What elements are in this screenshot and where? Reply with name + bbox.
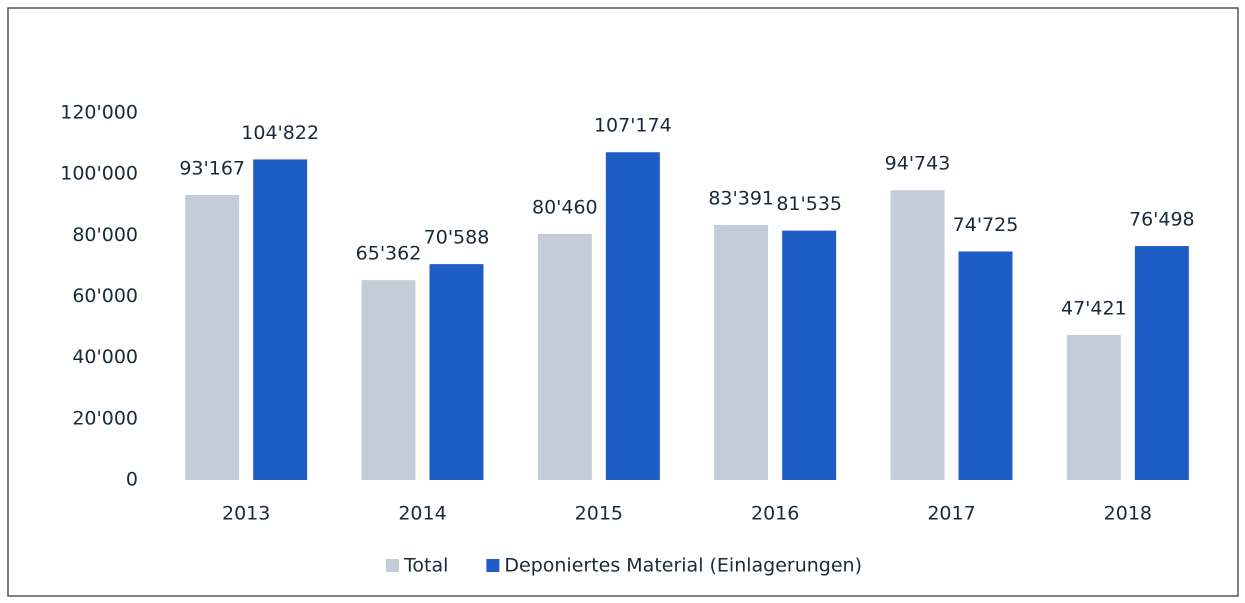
y-tick-label: 0 [126,469,138,491]
value-label: 47'421 [1061,297,1127,319]
y-tick-label: 60'000 [72,285,138,307]
x-tick-label: 2015 [575,503,623,525]
value-label: 94'743 [885,153,951,175]
legend-label: Deponiertes Material (Einlagerungen) [504,555,862,577]
value-label: 107'174 [594,115,672,137]
y-tick-label: 80'000 [72,224,138,246]
x-tick-label: 2013 [222,503,270,525]
y-tick-label: 100'000 [60,163,138,185]
bar [1134,246,1189,480]
x-tick-label: 2016 [751,503,799,525]
value-label: 80'460 [532,196,598,218]
x-tick-label: 2014 [398,503,446,525]
y-tick-label: 120'000 [60,102,138,124]
bar [1066,334,1121,480]
bar [429,264,484,480]
value-label: 81'535 [776,193,842,215]
value-label: 104'822 [241,122,319,144]
x-tick-label: 2017 [927,503,975,525]
x-tick-label: 2018 [1104,503,1152,525]
bar [714,224,769,480]
value-label: 83'391 [708,187,774,209]
bar [185,195,240,480]
bar [253,159,308,481]
legend-swatch [386,559,399,572]
value-label: 65'362 [356,243,422,265]
y-tick-label: 20'000 [72,407,138,429]
bar [958,251,1013,480]
value-label: 70'588 [424,227,490,249]
value-label: 76'498 [1129,209,1195,231]
bar [605,152,660,480]
legend-swatch [486,559,500,572]
legend-label: Total [403,555,448,577]
bar [890,190,945,480]
bar [537,233,592,480]
bar [361,280,416,480]
value-label: 93'167 [179,158,245,180]
value-label: 74'725 [953,214,1019,236]
y-tick-label: 40'000 [72,346,138,368]
bar [782,230,837,480]
